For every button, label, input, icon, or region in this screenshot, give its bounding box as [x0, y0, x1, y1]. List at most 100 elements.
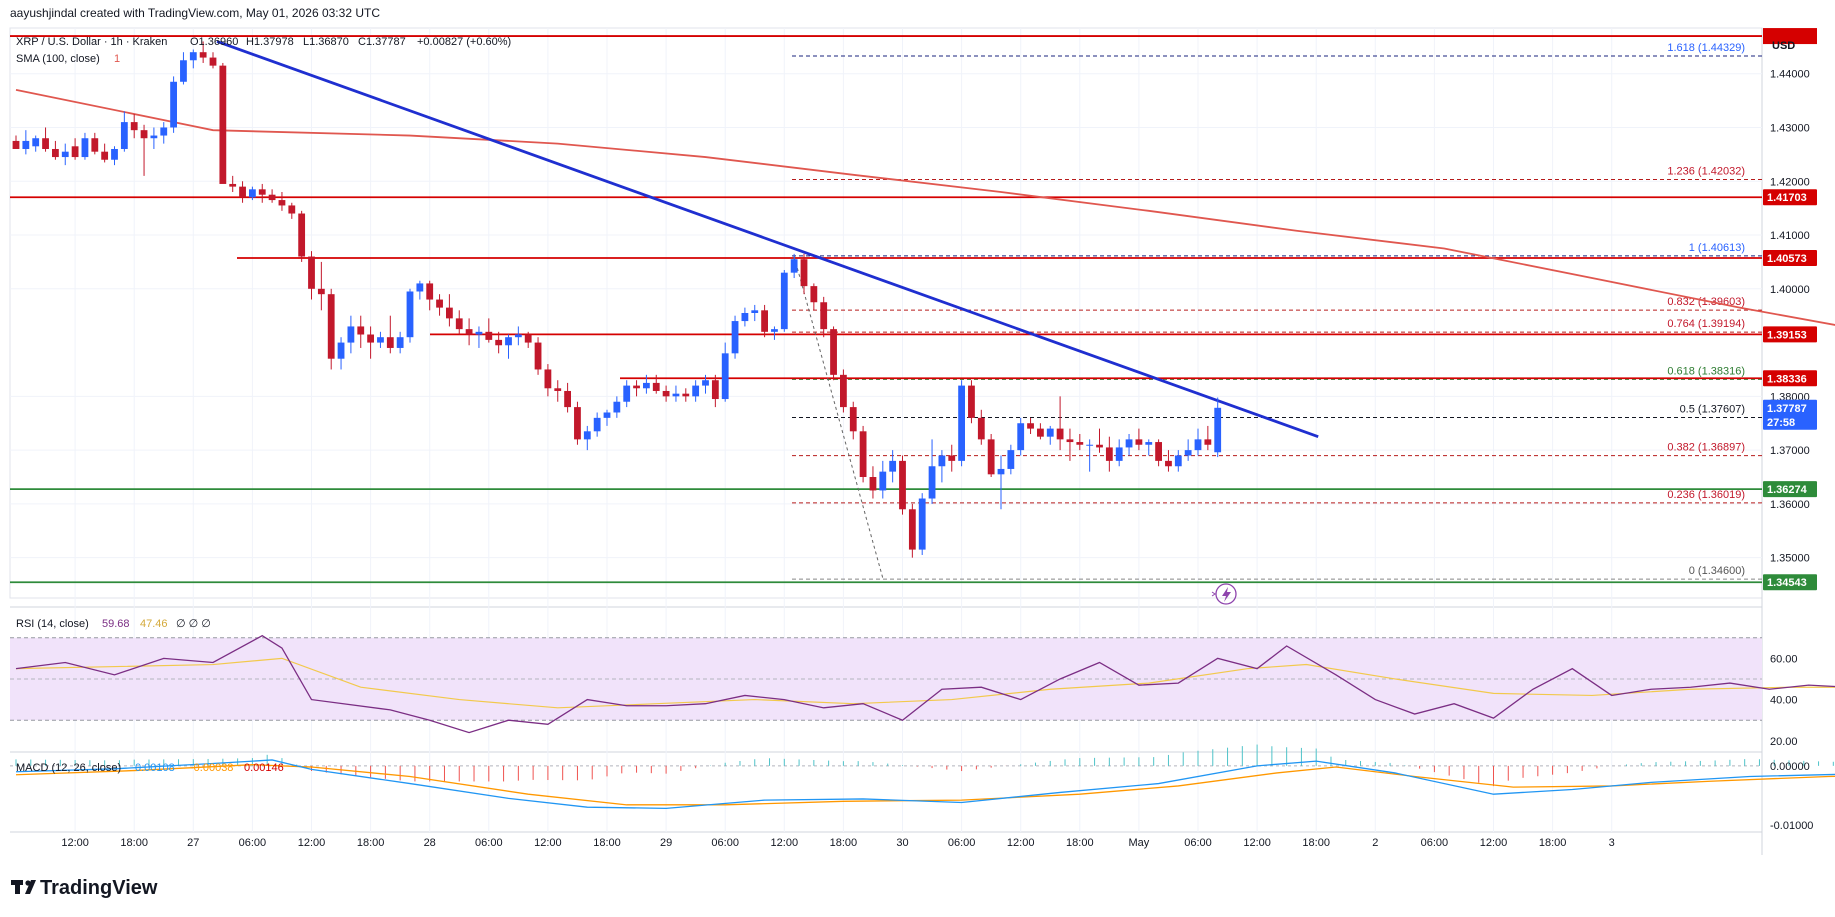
lightning-icon[interactable] [1211, 583, 1237, 605]
candle-body [61, 151, 69, 158]
candle-body [12, 140, 20, 149]
candle-body [1037, 428, 1044, 437]
macd-label[interactable]: MACD (12, 26, close) [16, 762, 121, 774]
macd-line [15, 759, 1835, 810]
candle-body [534, 342, 542, 370]
candle-body [1017, 423, 1025, 451]
macd-value: 0.00108 [135, 762, 175, 774]
candle-body [564, 390, 571, 408]
candle-body [918, 498, 926, 550]
candle-body [524, 334, 532, 343]
candle-body [987, 439, 995, 475]
tradingview-logo-icon [11, 880, 36, 894]
candle-body [859, 431, 867, 478]
candle-body [711, 380, 719, 400]
x-tick-label: 18:00 [830, 837, 858, 849]
x-tick-label: 27 [187, 837, 199, 849]
symbol-label[interactable]: XRP / U.S. Dollar · 1h · Kraken [16, 36, 167, 48]
candle-body [908, 509, 916, 550]
candle-body [810, 286, 818, 303]
sma-legend[interactable]: SMA (100, close) [16, 53, 100, 65]
x-tick-label: 18:00 [120, 837, 148, 849]
candle-body [554, 388, 562, 391]
candle-body [702, 380, 709, 386]
candle-body [229, 183, 237, 187]
x-tick-label: May [1129, 837, 1150, 849]
candle-body [741, 313, 749, 322]
fib-anchor-line [793, 256, 884, 579]
candle-body [1184, 450, 1192, 456]
fib-level-label: 0.618 (1.38316) [1667, 365, 1745, 377]
tradingview-logo[interactable]: TradingView [11, 877, 158, 899]
candle-body [505, 337, 512, 346]
macd-tick-label: -0.01000 [1770, 820, 1813, 832]
candle-body [367, 334, 374, 343]
candle-body [544, 369, 552, 389]
candle-body [495, 339, 503, 346]
price-badge [1763, 574, 1817, 591]
price-levels: 1.618 (1.44329) 1.236 (1.42032) 1 (1.40613… [10, 35, 1762, 584]
candle-body [958, 385, 965, 461]
x-tick-label: 06:00 [711, 837, 739, 849]
price-badge-label: 1.38336 [1767, 373, 1807, 385]
x-tick-label: 3 [1609, 837, 1615, 849]
candle-body [652, 382, 660, 391]
candle-body [633, 385, 640, 389]
candle-body [101, 151, 109, 160]
price-badge-label: 1.39153 [1767, 329, 1807, 341]
low-value: L1.36870 [303, 36, 349, 48]
candle-body [682, 393, 690, 397]
x-tick-label: 06:00 [1421, 837, 1449, 849]
currency-label: USD [1772, 40, 1795, 52]
rsi-label[interactable]: RSI (14, close) [16, 618, 89, 630]
candle-body [288, 205, 296, 214]
candle-body [130, 122, 138, 131]
candle-body [731, 321, 739, 354]
candle-body [1174, 455, 1182, 467]
candle-body [386, 337, 394, 348]
price-tick-label: 1.37000 [1770, 445, 1810, 457]
candle-body [485, 331, 493, 340]
price-tick-label: 1.44000 [1770, 69, 1810, 81]
rsi-pane [10, 634, 1835, 734]
x-tick-label: 12:00 [1480, 837, 1508, 849]
candle-body [840, 374, 847, 408]
candle-body [820, 302, 828, 330]
candle-body [1194, 439, 1202, 451]
candle-body [436, 299, 443, 308]
sma-marker: 1 [114, 53, 120, 65]
candle-body [298, 213, 306, 257]
candle-body [928, 466, 936, 499]
candle-body [849, 407, 857, 432]
candle-body [1214, 407, 1222, 453]
candle-body [643, 382, 650, 389]
candle-body [1096, 444, 1103, 448]
candle-body [258, 189, 266, 195]
macd-hist-value: 0.00146 [244, 762, 284, 774]
candle-body [111, 148, 118, 160]
bearish-trendline [216, 40, 1319, 438]
candle-body [170, 81, 177, 128]
candle-body [475, 331, 483, 335]
candle-body [416, 283, 424, 292]
candle-body [1155, 442, 1162, 461]
candle-body [455, 318, 463, 330]
candle-body [948, 455, 956, 461]
candle-body [239, 186, 246, 198]
candle-body [347, 326, 355, 343]
rsi-tick-label: 20.00 [1770, 736, 1798, 748]
x-tick-label: 12:00 [771, 837, 799, 849]
price-badge [1763, 399, 1817, 430]
candle-body [91, 138, 99, 152]
candle-body [308, 256, 315, 289]
price-tick-label: 1.40000 [1770, 284, 1810, 296]
candle-body [1027, 423, 1034, 429]
candle-body [771, 329, 778, 332]
x-tick-label: 2 [1372, 837, 1378, 849]
candle-body [780, 272, 788, 330]
candle-body [751, 310, 759, 313]
price-tick-label: 1.41000 [1770, 230, 1810, 242]
x-tick-label: 30 [896, 837, 908, 849]
x-tick-label: 28 [424, 837, 436, 849]
